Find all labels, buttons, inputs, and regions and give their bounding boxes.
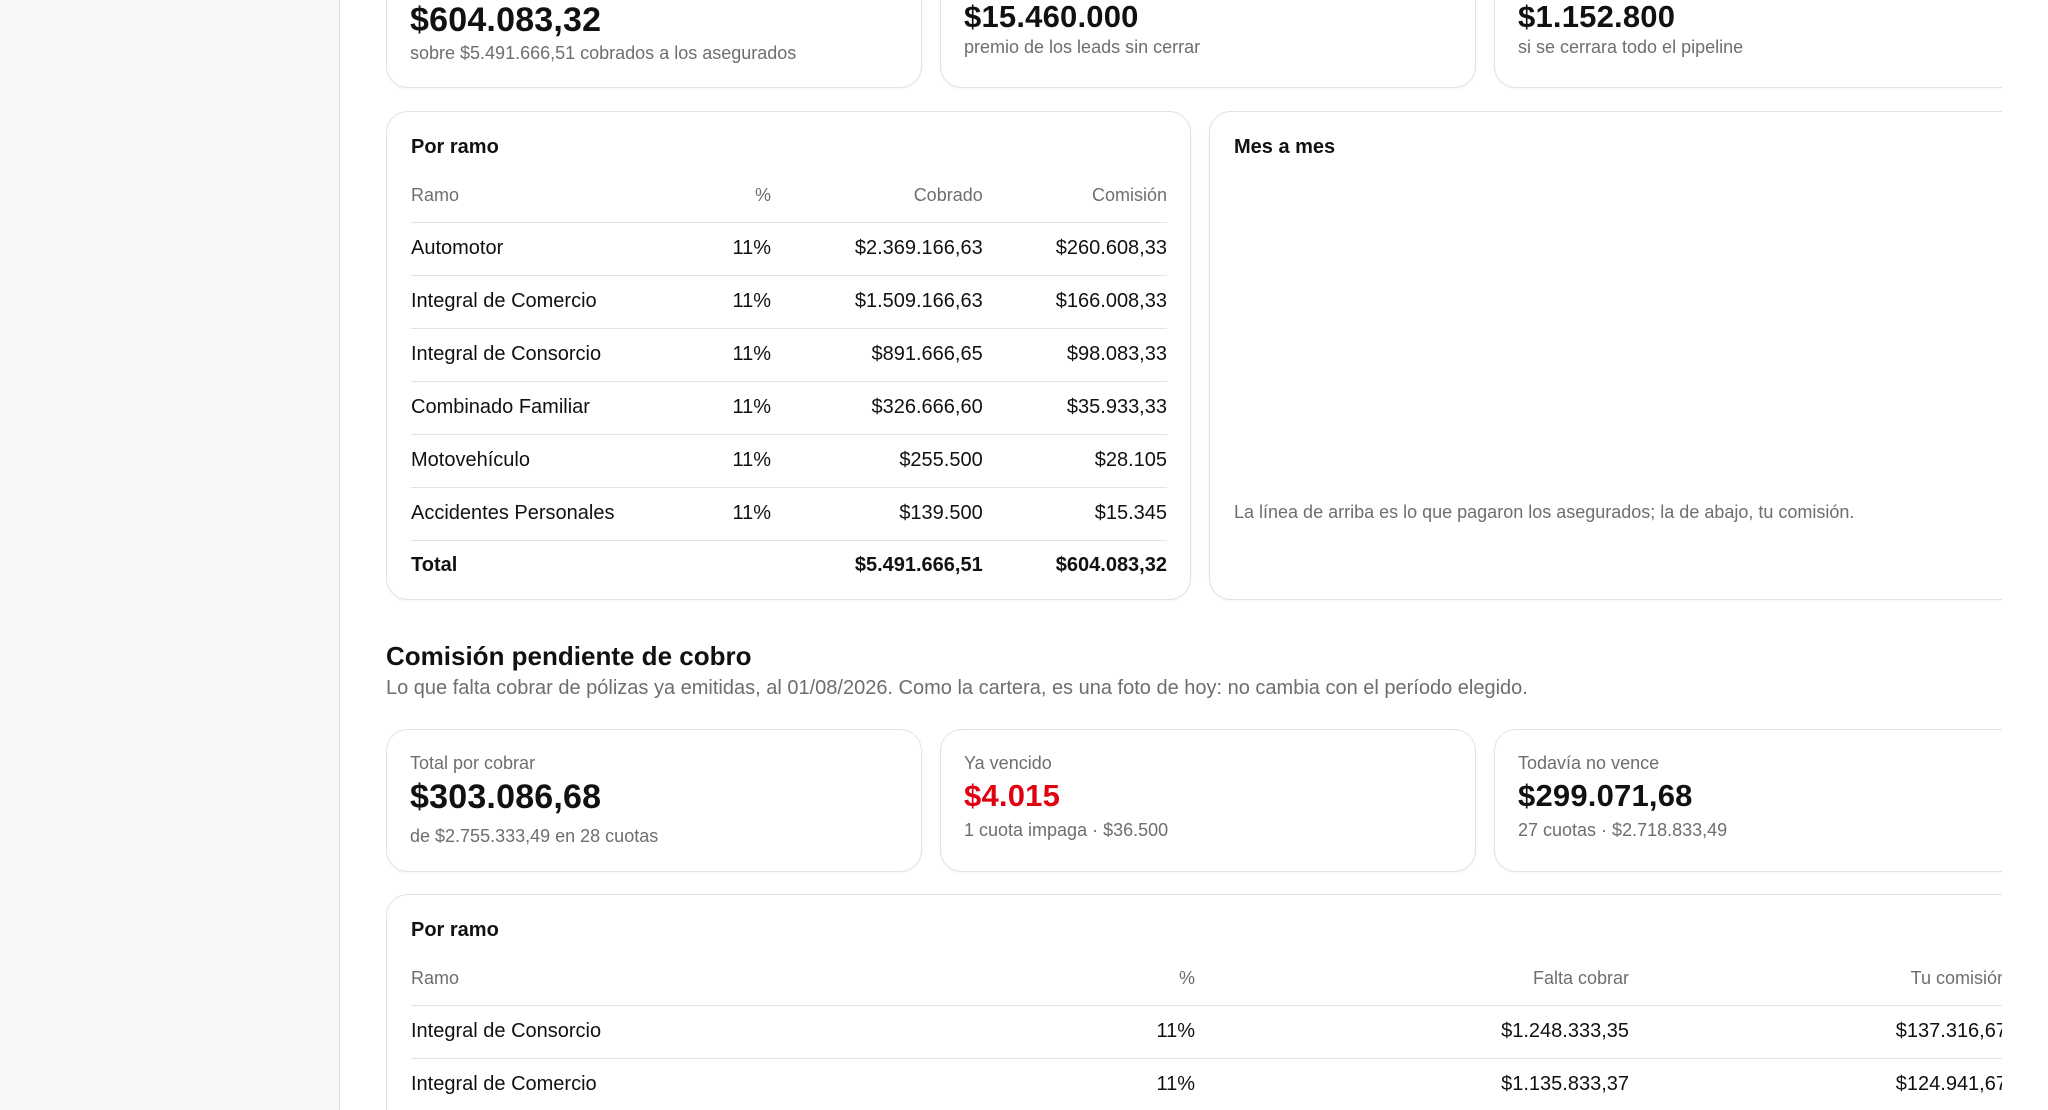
stat-card-pipeline: $1.152.800 si se cerrara todo el pipelin…	[1494, 0, 2002, 88]
cell-cobrado: $255.500	[770, 434, 983, 488]
cell-comision: $260.608,33	[982, 222, 1167, 276]
cell-total-comision: $604.083,32	[1055, 553, 1167, 576]
stat-value: $299.071,68	[1518, 778, 1693, 813]
stat-value: $4.015	[964, 778, 1061, 813]
cell-cobrado: $1.509.166,63	[770, 275, 983, 329]
stat-value: $1.152.800	[1518, 0, 1676, 34]
cell-cobrado: $2.369.166,63	[770, 222, 983, 276]
cell-comision: $15.345	[982, 487, 1167, 541]
stat-card-todavia-no-vence: Todavía no vence $299.071,68 27 cuotas ·…	[1494, 729, 2002, 872]
cell-comision: $124.941,67	[1629, 1058, 2002, 1110]
col-falta-cobrar: Falta cobrar	[1195, 953, 1629, 1006]
cell-ramo: Motovehículo	[411, 434, 687, 488]
cell-ramo: Automotor	[411, 222, 687, 276]
table-total-row: Total $5.491.666,51 $604.083,32	[411, 540, 1167, 590]
col-tu-comision: Tu comisión	[1629, 953, 2002, 1006]
col-ramo: Ramo	[411, 953, 911, 1006]
stat-value: $303.086,68	[410, 778, 602, 816]
cell-comision: $35.933,33	[982, 381, 1167, 435]
stat-sub: premio de los leads sin cerrar	[964, 37, 1201, 57]
stat-value: $604.083,32	[410, 1, 602, 39]
stat-sub: 1 cuota impaga · $36.500	[964, 820, 1169, 840]
stat-label: Ya vencido	[964, 753, 1052, 773]
cell-cobrado: $139.500	[770, 487, 983, 541]
cell-pct: 11%	[911, 1058, 1195, 1110]
section-title: Comisión pendiente de cobro	[386, 641, 752, 671]
table-row: Integral de Consorcio 11% $1.248.333,35 …	[411, 1005, 2002, 1059]
chart-note: La línea de arriba es lo que pagaron los…	[1234, 502, 1855, 522]
cell-pct: 11%	[686, 222, 771, 276]
stat-card-comision: $604.083,32 sobre $5.491.666,51 cobrados…	[386, 0, 922, 88]
cell-falta-cobrar: $1.135.833,37	[1195, 1058, 1629, 1110]
cell-cobrado: $891.666,65	[770, 328, 983, 382]
stat-sub: sobre $5.491.666,51 cobrados a los asegu…	[410, 43, 797, 63]
mes-a-mes-card: Mes a mes La línea de arriba es lo que p…	[1209, 111, 2002, 600]
col-pct: %	[686, 170, 771, 223]
pendiente-por-ramo-card: Por ramo Ramo % Falta cobrar Tu comisión…	[386, 894, 2002, 1110]
stat-sub: si se cerrara todo el pipeline	[1518, 37, 1744, 57]
col-comision: Comisión	[982, 170, 1167, 223]
cell-ramo: Combinado Familiar	[411, 381, 687, 435]
stat-card-ya-vencido: Ya vencido $4.015 1 cuota impaga · $36.5…	[940, 729, 1476, 872]
stat-card-total-por-cobrar: Total por cobrar $303.086,68 de $2.755.3…	[386, 729, 922, 872]
stat-label: Total por cobrar	[410, 753, 536, 773]
cell-falta-cobrar: $1.248.333,35	[1195, 1005, 1629, 1059]
stat-label: Todavía no vence	[1518, 753, 1660, 773]
sidebar	[0, 0, 340, 1110]
stat-card-leads: $15.460.000 premio de los leads sin cerr…	[940, 0, 1476, 88]
section-description: Lo que falta cobrar de pólizas ya emitid…	[386, 677, 1528, 699]
cell-comision: $98.083,33	[982, 328, 1167, 382]
table-row: Integral de Consorcio 11% $891.666,65 $9…	[411, 328, 1167, 382]
cell-ramo: Integral de Consorcio	[411, 328, 687, 382]
stat-sub: 27 cuotas · $2.718.833,49	[1518, 820, 1728, 840]
panel-title: Por ramo	[411, 919, 499, 941]
col-ramo: Ramo	[411, 170, 687, 223]
main-content: $604.083,32 sobre $5.491.666,51 cobrados…	[386, 0, 2002, 1110]
chart-area	[1234, 182, 2002, 482]
panel-title: Mes a mes	[1234, 136, 1336, 158]
panel-title: Por ramo	[411, 136, 499, 158]
cell-pct: 11%	[686, 487, 771, 541]
table-row: Integral de Comercio 11% $1.509.166,63 $…	[411, 275, 1167, 329]
cell-comision: $166.008,33	[982, 275, 1167, 329]
col-pct: %	[911, 953, 1195, 1006]
cell-comision: $28.105	[982, 434, 1167, 488]
stat-value: $15.460.000	[964, 0, 1139, 34]
table-row: Motovehículo 11% $255.500 $28.105	[411, 434, 1167, 488]
pendiente-por-ramo-table: Ramo % Falta cobrar Tu comisión Integral…	[411, 953, 2002, 1110]
table-row: Accidentes Personales 11% $139.500 $15.3…	[411, 487, 1167, 541]
cell-ramo: Integral de Consorcio	[411, 1005, 911, 1059]
cell-ramo: Accidentes Personales	[411, 487, 687, 541]
cell-ramo: Integral de Comercio	[411, 275, 687, 329]
cell-total-cobrado: $5.491.666,51	[854, 553, 983, 576]
cell-pct: 11%	[911, 1005, 1195, 1059]
stat-sub: de $2.755.333,49 en 28 cuotas	[410, 826, 659, 846]
table-row: Automotor 11% $2.369.166,63 $260.608,33	[411, 222, 1167, 276]
cell-cobrado: $326.666,60	[770, 381, 983, 435]
col-cobrado: Cobrado	[770, 170, 983, 223]
cell-pct: 11%	[686, 328, 771, 382]
table-row: Integral de Comercio 11% $1.135.833,37 $…	[411, 1058, 2002, 1110]
table-row: Combinado Familiar 11% $326.666,60 $35.9…	[411, 381, 1167, 435]
por-ramo-table: Ramo % Cobrado Comisión Automotor 11% $2…	[411, 170, 1167, 590]
table-header: Ramo % Cobrado Comisión	[411, 170, 1167, 223]
por-ramo-card: Por ramo Ramo % Cobrado Comisión Automot…	[386, 111, 1191, 600]
cell-comision: $137.316,67	[1629, 1005, 2002, 1059]
table-header: Ramo % Falta cobrar Tu comisión	[411, 953, 2002, 1006]
cell-total-pct	[686, 540, 771, 590]
cell-pct: 11%	[686, 275, 771, 329]
cell-pct: 11%	[686, 434, 771, 488]
cell-ramo: Integral de Comercio	[411, 1058, 911, 1110]
cell-pct: 11%	[686, 381, 771, 435]
cell-total-label: Total	[411, 553, 458, 576]
